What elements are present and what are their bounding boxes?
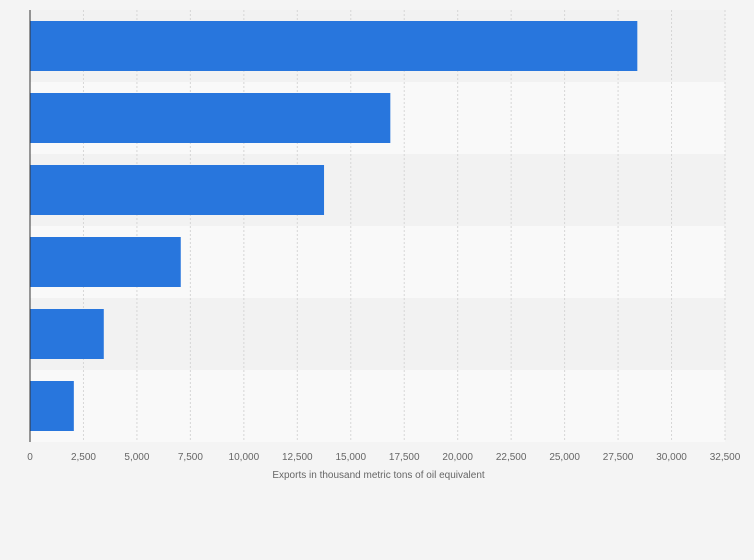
x-tick-label: 17,500: [389, 452, 420, 463]
x-tick-label: 2,500: [71, 452, 96, 463]
x-tick-label: 10,000: [229, 452, 260, 463]
x-tick-label: 5,000: [124, 452, 149, 463]
row-band: [30, 370, 725, 442]
x-tick-label: 30,000: [656, 452, 687, 463]
bar[interactable]: [30, 21, 638, 71]
x-tick-label: 20,000: [442, 452, 473, 463]
x-tick-label: 22,500: [496, 452, 527, 463]
row-band: [30, 298, 725, 370]
x-tick-label: 27,500: [603, 452, 634, 463]
x-tick-label: 32,500: [710, 452, 741, 463]
x-tick-label: 25,000: [549, 452, 580, 463]
bar[interactable]: [30, 381, 74, 431]
x-tick-label: 7,500: [178, 452, 203, 463]
bar[interactable]: [30, 237, 181, 287]
x-tick-label: 0: [27, 452, 33, 463]
bar[interactable]: [30, 309, 104, 359]
bar[interactable]: [30, 93, 391, 143]
row-bands: [30, 10, 725, 442]
x-axis-title: Exports in thousand metric tons of oil e…: [272, 470, 485, 481]
x-tick-label: 12,500: [282, 452, 313, 463]
gridlines: [82, 10, 726, 442]
bars: [30, 21, 638, 431]
x-tick-label: 15,000: [335, 452, 366, 463]
x-axis-ticks: 0 2,500 5,000 7,500 10,000 12,500 15,000 17,500…: [27, 452, 741, 463]
bar[interactable]: [30, 165, 325, 215]
